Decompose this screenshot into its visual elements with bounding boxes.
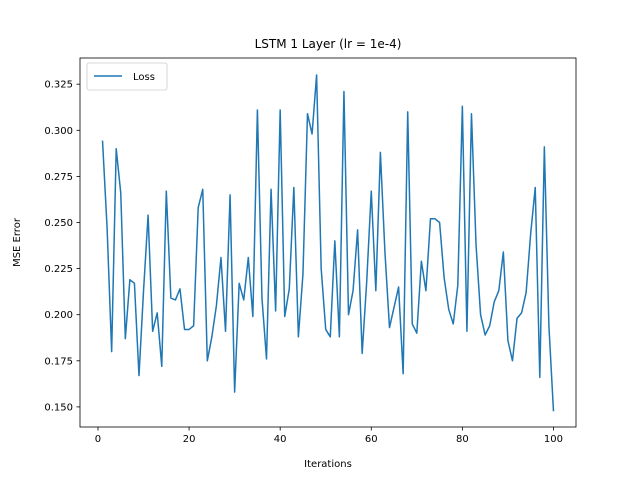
- y-tick-label: 0.150: [44, 402, 73, 413]
- x-tick-label: 60: [365, 434, 378, 445]
- y-tick-label: 0.275: [44, 172, 73, 183]
- x-tick-label: 80: [456, 434, 469, 445]
- plot-area: [80, 58, 576, 427]
- y-tick-label: 0.300: [44, 126, 73, 137]
- y-tick-label: 0.325: [44, 80, 73, 91]
- x-tick-label: 100: [544, 434, 563, 445]
- loss-series-line: [101, 74, 555, 412]
- y-axis-label: MSE Error: [12, 217, 23, 267]
- chart-title: LSTM 1 Layer (lr = 1e-4): [255, 37, 402, 51]
- x-tick-label: 0: [95, 434, 101, 445]
- y-tick-label: 0.225: [44, 264, 73, 275]
- legend: Loss: [86, 62, 168, 91]
- x-axis-label: Iterations: [304, 459, 352, 470]
- y-tick-label: 0.200: [44, 310, 73, 321]
- y-tick-label: 0.250: [44, 218, 73, 229]
- plot-frame: [79, 57, 577, 428]
- legend-label-loss: Loss: [133, 72, 155, 83]
- legend-box: [86, 62, 168, 91]
- y-tick-label: 0.175: [44, 356, 73, 367]
- x-tick-label: 20: [183, 434, 196, 445]
- x-axis-ticks: 0 20 40 60 80 100: [95, 427, 563, 445]
- x-tick-label: 40: [274, 434, 287, 445]
- y-axis-ticks: 0.150 0.175 0.200 0.225 0.250 0.275 0.300 0.325: [44, 80, 80, 413]
